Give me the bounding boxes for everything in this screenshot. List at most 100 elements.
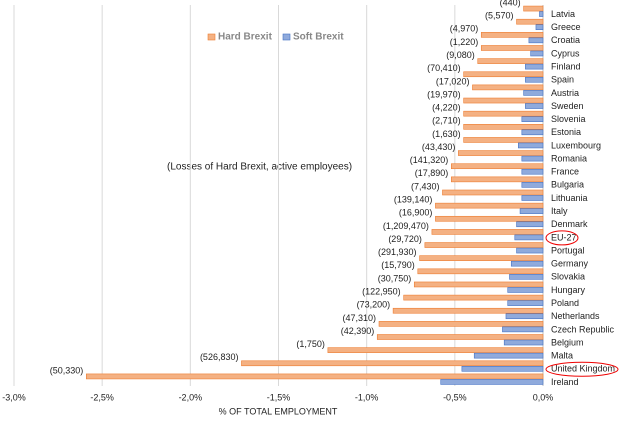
bar <box>477 58 544 64</box>
bar <box>463 71 544 78</box>
bar-annotation: (42,390) <box>341 326 375 336</box>
highlight-circle <box>545 361 619 377</box>
bar-annotation: (15,790) <box>381 260 415 270</box>
y-tick-label: Slovakia <box>551 272 585 282</box>
y-tick-label: Romania <box>551 153 587 163</box>
y-tick-label: Denmark <box>551 219 588 229</box>
bar-annotation: (7,430) <box>411 181 440 191</box>
bar <box>424 242 544 248</box>
y-tick-label: Belgium <box>551 337 584 347</box>
bar-annotation: (1,750) <box>296 339 325 349</box>
bar-annotation: (5,570) <box>485 11 514 21</box>
bar-annotation: (4,220) <box>432 103 461 113</box>
bar-annotation: (47,310) <box>342 313 376 323</box>
bar <box>528 37 544 44</box>
bar <box>458 150 544 156</box>
legend-label: Soft Brexit <box>293 32 344 43</box>
y-tick-label: Finland <box>551 61 581 71</box>
y-tick-label: Lithuania <box>551 193 588 203</box>
bar <box>378 321 544 327</box>
bar-annotation: (29,720) <box>388 234 422 244</box>
x-axis-label: % OF TOTAL EMPLOYMENT <box>219 406 338 416</box>
bar-annotation: (43,430) <box>422 142 456 152</box>
x-tick-label: -2,0% <box>179 392 203 402</box>
y-tick-label: EU-27 <box>551 232 577 242</box>
y-tick-label: Ireland <box>551 377 579 387</box>
bar <box>521 129 544 136</box>
bar-annotation: (70,410) <box>427 63 461 73</box>
bar <box>419 255 544 261</box>
bar <box>463 124 544 130</box>
bar <box>509 274 544 280</box>
x-tick-label: -0,5% <box>443 392 467 402</box>
bar <box>431 229 544 235</box>
bar <box>463 137 544 143</box>
y-tick-label: Luxembourg <box>551 140 601 150</box>
y-tick-label: Greece <box>551 22 581 32</box>
bar-annotation: (16,900) <box>399 208 433 218</box>
x-tick-label: -1,0% <box>355 392 379 402</box>
y-tick-label: Germany <box>551 259 589 269</box>
y-tick-label: Bulgaria <box>551 180 584 190</box>
y-tick-label: Austria <box>551 88 579 98</box>
y-tick-label: Spain <box>551 75 574 85</box>
y-tick-label: Croatia <box>551 35 580 45</box>
bar-annotation: (50,330) <box>50 365 84 375</box>
bar <box>521 168 544 175</box>
bar-annotation: (17,020) <box>436 76 470 86</box>
y-tick-label: Czech Republic <box>551 324 615 334</box>
bar-annotation: (2,710) <box>432 116 461 126</box>
bar-annotation: (291,930) <box>378 247 417 257</box>
y-tick-label: Slovenia <box>551 114 586 124</box>
bar <box>451 176 544 183</box>
y-tick-label: Sweden <box>551 101 584 111</box>
x-tick-label: -2,5% <box>90 392 114 402</box>
bar <box>525 63 544 70</box>
bar-annotation: (1,630) <box>432 129 461 139</box>
bar <box>435 215 544 222</box>
y-tick-label: Estonia <box>551 127 581 137</box>
annotation: (Losses of Hard Brexit, active employees… <box>167 162 352 173</box>
bar <box>473 352 544 359</box>
highlight-circle <box>545 230 579 246</box>
legend-swatch <box>207 33 216 41</box>
bar <box>413 281 544 288</box>
legend-swatch <box>282 33 291 41</box>
bar <box>503 339 544 346</box>
y-tick-label: United Kingdom <box>551 364 615 374</box>
bar <box>463 97 544 104</box>
bar <box>463 110 544 117</box>
bar-annotation: (30,750) <box>378 273 412 283</box>
bar <box>518 142 544 149</box>
bar <box>516 247 544 254</box>
bar-annotation: (9,080) <box>446 50 475 60</box>
bar <box>519 208 544 214</box>
bar <box>417 268 544 275</box>
bar <box>505 313 544 320</box>
bar <box>530 50 544 57</box>
bar <box>440 379 544 385</box>
bar <box>516 18 544 25</box>
bar <box>451 163 544 170</box>
bar <box>516 221 544 228</box>
bar <box>480 32 544 38</box>
bar <box>502 326 544 333</box>
bar-annotation: (141,320) <box>410 155 449 165</box>
bar-annotation: (1,209,470) <box>383 221 429 231</box>
y-tick-label: Hungary <box>551 285 586 295</box>
bar <box>392 307 544 314</box>
y-tick-label: Portugal <box>551 245 585 255</box>
bar-annotation: (1,220) <box>450 37 479 47</box>
bar <box>521 182 544 188</box>
bar-annotation: (4,970) <box>450 24 479 34</box>
bar <box>523 5 544 12</box>
bar <box>521 195 544 201</box>
y-tick-label: Cyprus <box>551 48 580 58</box>
bar <box>403 294 544 301</box>
bar-annotation: (122,950) <box>362 286 401 296</box>
bar <box>376 334 544 340</box>
bar <box>435 202 544 209</box>
bar <box>521 116 544 122</box>
